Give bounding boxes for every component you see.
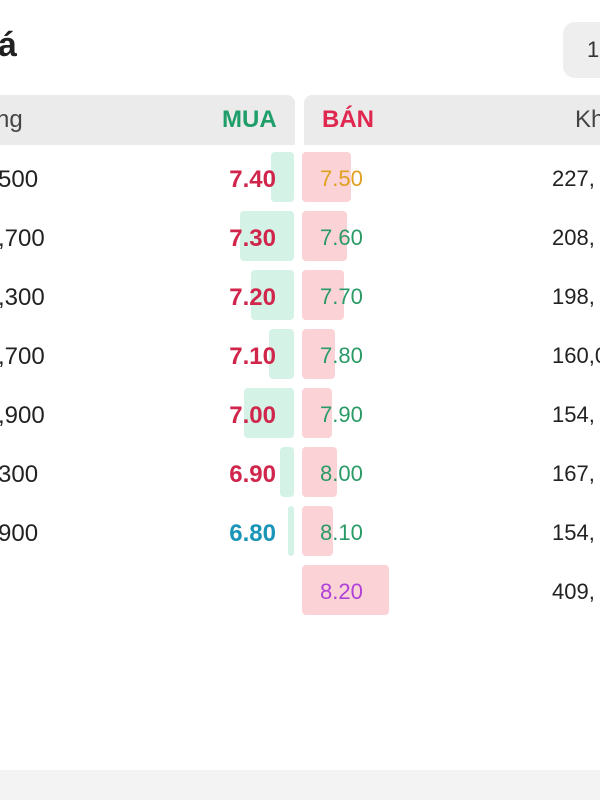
ask-depth-bar xyxy=(302,211,347,261)
left-column-header: ng xyxy=(0,106,23,133)
bid-volume: ,700 xyxy=(0,225,45,252)
bid-volume: 500 xyxy=(0,166,39,193)
ask-volume: 154, xyxy=(552,520,595,545)
bid-column-header: MUA xyxy=(222,106,277,133)
bid-depth-bar xyxy=(288,506,294,556)
ask-volume: 167, xyxy=(552,461,595,486)
ask-depth-bar xyxy=(302,565,389,615)
page-title: á xyxy=(0,26,17,64)
bid-price[interactable]: 6.80 xyxy=(229,520,276,547)
bid-volume: 300 xyxy=(0,461,39,488)
bid-depth-bar xyxy=(269,329,294,379)
ask-price[interactable]: 7.60 xyxy=(320,225,363,250)
ask-volume: 227, xyxy=(552,166,595,191)
bid-price[interactable]: 7.40 xyxy=(229,166,276,193)
right-column-header: Kh xyxy=(575,106,600,133)
ask-depth-bar xyxy=(302,152,351,202)
ask-depth-bar xyxy=(302,329,335,379)
bid-depth-bar xyxy=(271,152,294,202)
bid-volume: 900 xyxy=(0,520,39,547)
bid-volume: ,700 xyxy=(0,343,45,370)
ask-depth-bar xyxy=(302,388,332,438)
ask-price[interactable]: 7.70 xyxy=(320,284,363,309)
ask-column-header: BÁN xyxy=(322,106,374,133)
ask-price[interactable]: 8.00 xyxy=(320,461,363,486)
bid-price[interactable]: 6.90 xyxy=(229,461,276,488)
bottom-strip xyxy=(0,770,600,800)
ask-price[interactable]: 7.50 xyxy=(320,166,363,191)
ask-depth-bar xyxy=(302,447,337,497)
ask-volume: 160,0 xyxy=(552,343,600,368)
bid-header-bar xyxy=(0,95,295,145)
bid-price[interactable]: 7.20 xyxy=(229,284,276,311)
bid-volume: ,900 xyxy=(0,402,45,429)
bid-depth-bar xyxy=(251,270,294,320)
ask-volume: 154, xyxy=(552,402,595,427)
ask-volume: 409, xyxy=(552,579,595,604)
bid-depth-bar xyxy=(280,447,294,497)
ask-price[interactable]: 8.10 xyxy=(320,520,363,545)
top-right-chip[interactable]: 1 xyxy=(563,22,600,78)
bid-price[interactable]: 7.10 xyxy=(229,343,276,370)
bid-depth-bar xyxy=(240,211,294,261)
ask-volume: 198, xyxy=(552,284,595,309)
ask-price[interactable]: 7.90 xyxy=(320,402,363,427)
ask-price[interactable]: 7.80 xyxy=(320,343,363,368)
bid-volume: ,300 xyxy=(0,284,45,311)
ask-depth-bar xyxy=(302,270,344,320)
ask-depth-bar xyxy=(302,506,333,556)
ask-price[interactable]: 8.20 xyxy=(320,579,363,604)
bid-price[interactable]: 7.00 xyxy=(229,402,276,429)
ask-header-bar xyxy=(304,95,600,145)
bid-price[interactable]: 7.30 xyxy=(229,225,276,252)
ask-volume: 208, xyxy=(552,225,595,250)
bid-depth-bar xyxy=(244,388,294,438)
